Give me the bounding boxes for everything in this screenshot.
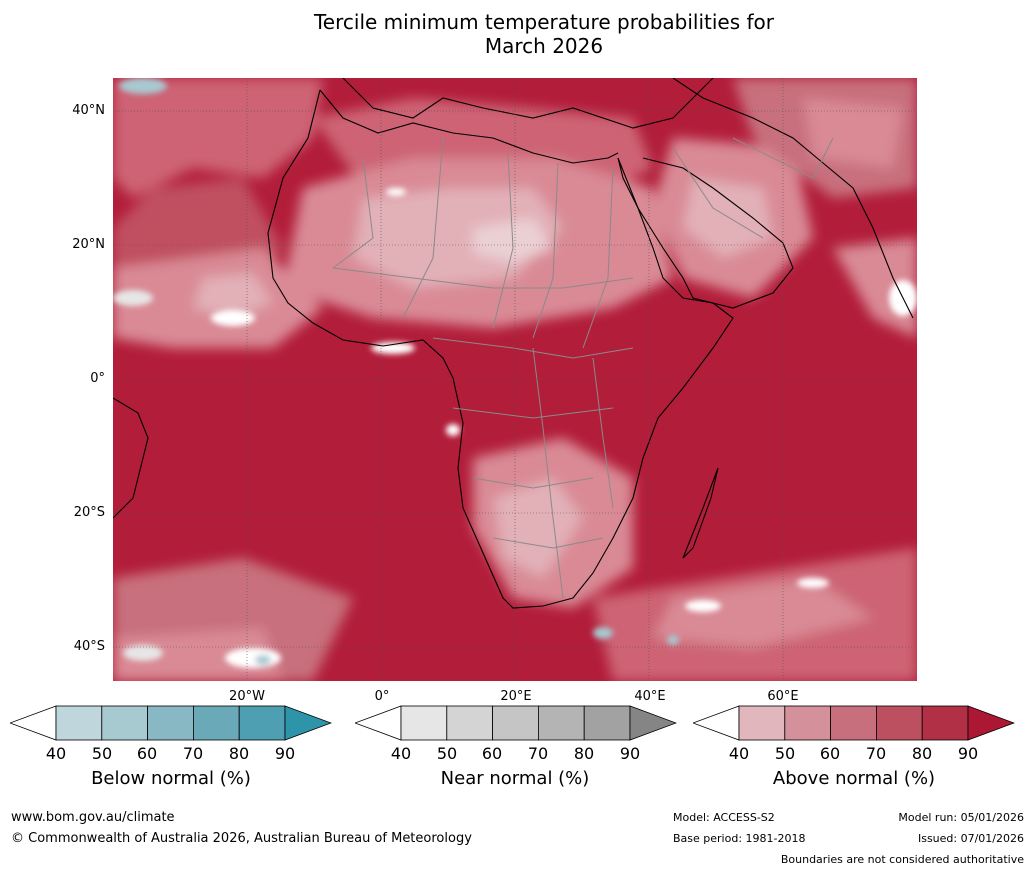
colorbar-segment	[875, 705, 923, 741]
colorbar-segment	[921, 705, 969, 741]
colorbar-near-svg	[355, 705, 677, 741]
lat-label-20s: 20°S	[73, 505, 105, 520]
lon-label-60e: 60°E	[767, 689, 799, 704]
colorbar-above-svg	[693, 705, 1015, 741]
colorbar-near-label: Near normal (%)	[440, 768, 590, 789]
colorbar-segment	[583, 705, 631, 741]
chart-title: Tercile minimum temperature probabilitie…	[0, 10, 1035, 58]
lon-label-20w: 20°W	[229, 689, 265, 704]
gridlines	[113, 78, 917, 681]
colorbar-tick: 60	[819, 744, 841, 763]
colorbar-segment	[784, 705, 832, 741]
lat-label-40s: 40°S	[73, 639, 105, 654]
colorbar-tick: 80	[573, 744, 595, 763]
colorbar-tick: 40	[390, 744, 412, 763]
colorbar-tick: 90	[957, 744, 979, 763]
copyright-text: © Commonwealth of Australia 2026, Austra…	[11, 831, 472, 846]
colorbar-segment	[147, 705, 194, 741]
lon-label-40e: 40°E	[634, 689, 666, 704]
title-line-2: March 2026	[484, 34, 604, 58]
colorbar-segment	[55, 705, 103, 741]
colorbar-min-extension	[693, 705, 740, 741]
colorbar-segment	[830, 705, 877, 741]
title-line-1: Tercile minimum temperature probabilitie…	[313, 10, 775, 34]
colorbar-above-label: Above normal (%)	[772, 768, 936, 789]
model-run-text: Model run: 05/01/2026	[898, 811, 1024, 824]
bom-climate-link[interactable]: www.bom.gov.au/climate	[11, 810, 175, 825]
colorbar-segment	[192, 705, 240, 741]
colorbar-tick: 90	[274, 744, 296, 763]
colorbar-below-normal	[10, 705, 332, 741]
colorbar-tick: 70	[182, 744, 204, 763]
colorbar-tick: 50	[774, 744, 796, 763]
colorbar-tick: 60	[481, 744, 503, 763]
colorbar-segment	[738, 705, 786, 741]
model-text: Model: ACCESS-S2	[673, 811, 775, 824]
coastlines	[112, 77, 914, 609]
colorbar-segment	[492, 705, 539, 741]
near-below-patches	[113, 78, 917, 668]
colorbar-tick: 70	[865, 744, 887, 763]
colorbar-segment	[537, 705, 585, 741]
country-borders	[332, 137, 834, 599]
lon-label-20e: 20°E	[500, 689, 532, 704]
colorbar-below-label: Below normal (%)	[91, 768, 251, 789]
colorbar-tick: 70	[527, 744, 549, 763]
colorbar-tick: 60	[136, 744, 158, 763]
lat-label-20n: 20°N	[72, 237, 105, 252]
colorbar-max-extension	[967, 705, 1015, 741]
probability-shading	[113, 78, 917, 681]
colorbar-tick: 90	[619, 744, 641, 763]
colorbar-tick: 50	[436, 744, 458, 763]
lat-label-0: 0°	[90, 371, 105, 386]
probability-map[interactable]	[112, 77, 917, 681]
map-canvas	[112, 77, 917, 681]
colorbar-min-extension	[355, 705, 402, 741]
colorbar-segment	[101, 705, 149, 741]
colorbar-segment	[446, 705, 494, 741]
colorbar-segment	[238, 705, 286, 741]
colorbar-max-extension	[284, 705, 332, 741]
colorbar-segment	[400, 705, 448, 741]
colorbar-tick: 80	[228, 744, 250, 763]
colorbar-tick: 40	[45, 744, 67, 763]
colorbar-tick: 40	[728, 744, 750, 763]
issued-text: Issued: 07/01/2026	[917, 832, 1024, 845]
lon-label-0: 0°	[374, 689, 390, 704]
colorbar-above-normal	[693, 705, 1015, 741]
colorbar-tick: 50	[91, 744, 113, 763]
colorbar-max-extension	[629, 705, 677, 741]
boundaries-disclaimer: Boundaries are not considered authoritat…	[780, 853, 1024, 866]
colorbar-tick: 80	[911, 744, 933, 763]
colorbar-min-extension	[10, 705, 57, 741]
base-period-text: Base period: 1981-2018	[673, 832, 806, 845]
lat-label-40n: 40°N	[72, 103, 105, 118]
colorbar-near-normal	[355, 705, 677, 741]
colorbar-below-svg	[10, 705, 332, 741]
